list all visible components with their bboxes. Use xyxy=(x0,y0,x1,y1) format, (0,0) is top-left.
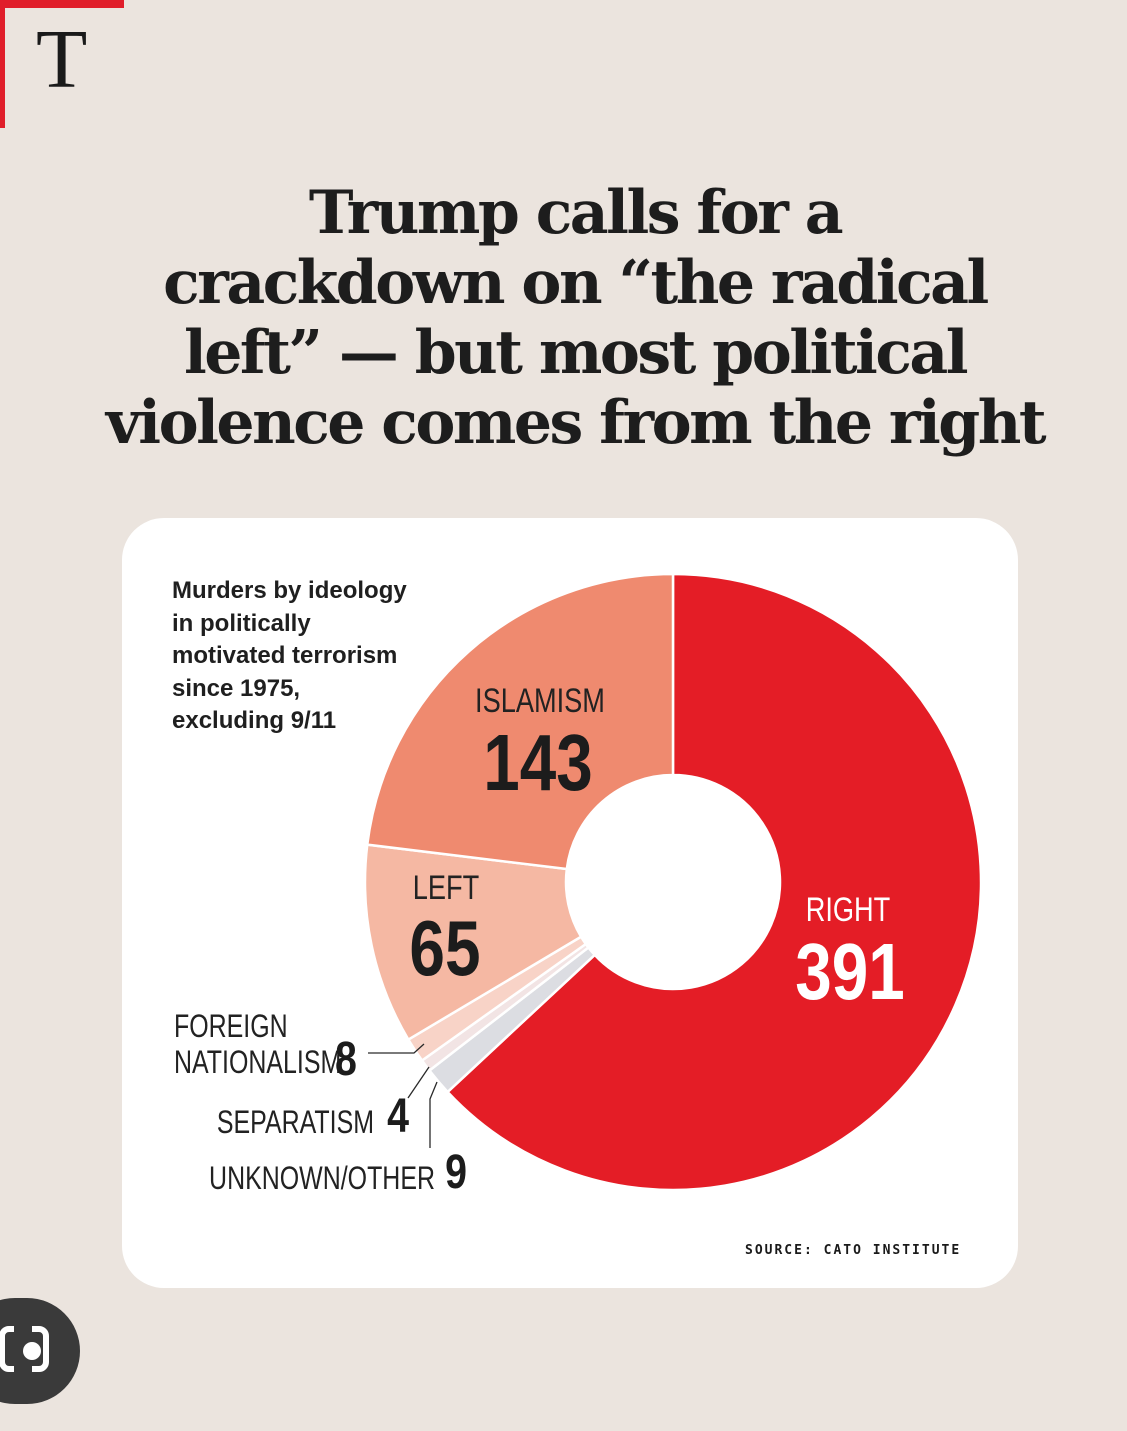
headline-line: Trump calls for a xyxy=(308,178,844,248)
chart-description-line: motivated terrorism xyxy=(172,642,398,669)
slice-label-foreign-nationalism-line2: NATIONALISM xyxy=(174,1045,341,1081)
camera-lens-icon xyxy=(0,1324,49,1374)
slice-label-foreign-nationalism-line1: FOREIGN xyxy=(174,1009,288,1045)
chart-description-line: Murders by ideology xyxy=(172,577,407,604)
leader-line-unknown xyxy=(429,1081,438,1148)
chart-description-line: excluding 9/11 xyxy=(172,707,337,734)
slice-left xyxy=(363,843,583,1042)
slice-label-separatism: SEPARATISM xyxy=(217,1105,374,1141)
headline-line: crackdown on “the radical xyxy=(163,248,989,318)
slice-right xyxy=(445,572,983,1192)
slice-label-islamism: ISLAMISM xyxy=(475,681,605,720)
slice-islamism xyxy=(365,572,675,871)
source-credit: SOURCE: CATO INSTITUTE xyxy=(745,1243,962,1258)
slice-value-right: 391 xyxy=(795,927,904,1017)
brand-accent-bar-left xyxy=(0,0,5,128)
slice-value-foreign-nationalism: 8 xyxy=(335,1032,357,1086)
slice-label-right: RIGHT xyxy=(806,890,891,929)
chart-description: Murders by ideology in politically motiv… xyxy=(172,575,432,738)
chart-description-line: since 1975, xyxy=(172,674,301,702)
leader-line-foreign-nationalism xyxy=(368,1043,425,1054)
slice-value-islamism: 143 xyxy=(483,718,592,808)
headline: Trump calls for a crackdown on “the radi… xyxy=(90,178,1060,458)
headline-line: left” — but most political xyxy=(183,318,969,388)
slice-label-unknown: UNKNOWN/OTHER xyxy=(209,1161,435,1197)
lens-button[interactable] xyxy=(0,1298,80,1404)
chart-description-line: in politically xyxy=(172,609,311,637)
brand-logo: T xyxy=(36,13,88,106)
slice-value-unknown: 9 xyxy=(445,1145,467,1199)
slice-value-separatism: 4 xyxy=(387,1089,409,1143)
slice-value-left: 65 xyxy=(409,905,480,992)
headline-line: violence comes from the right xyxy=(105,388,1047,458)
slice-label-left: LEFT xyxy=(413,868,480,907)
brand-accent-bar-top xyxy=(0,0,124,8)
leader-line-separatism xyxy=(407,1066,430,1099)
